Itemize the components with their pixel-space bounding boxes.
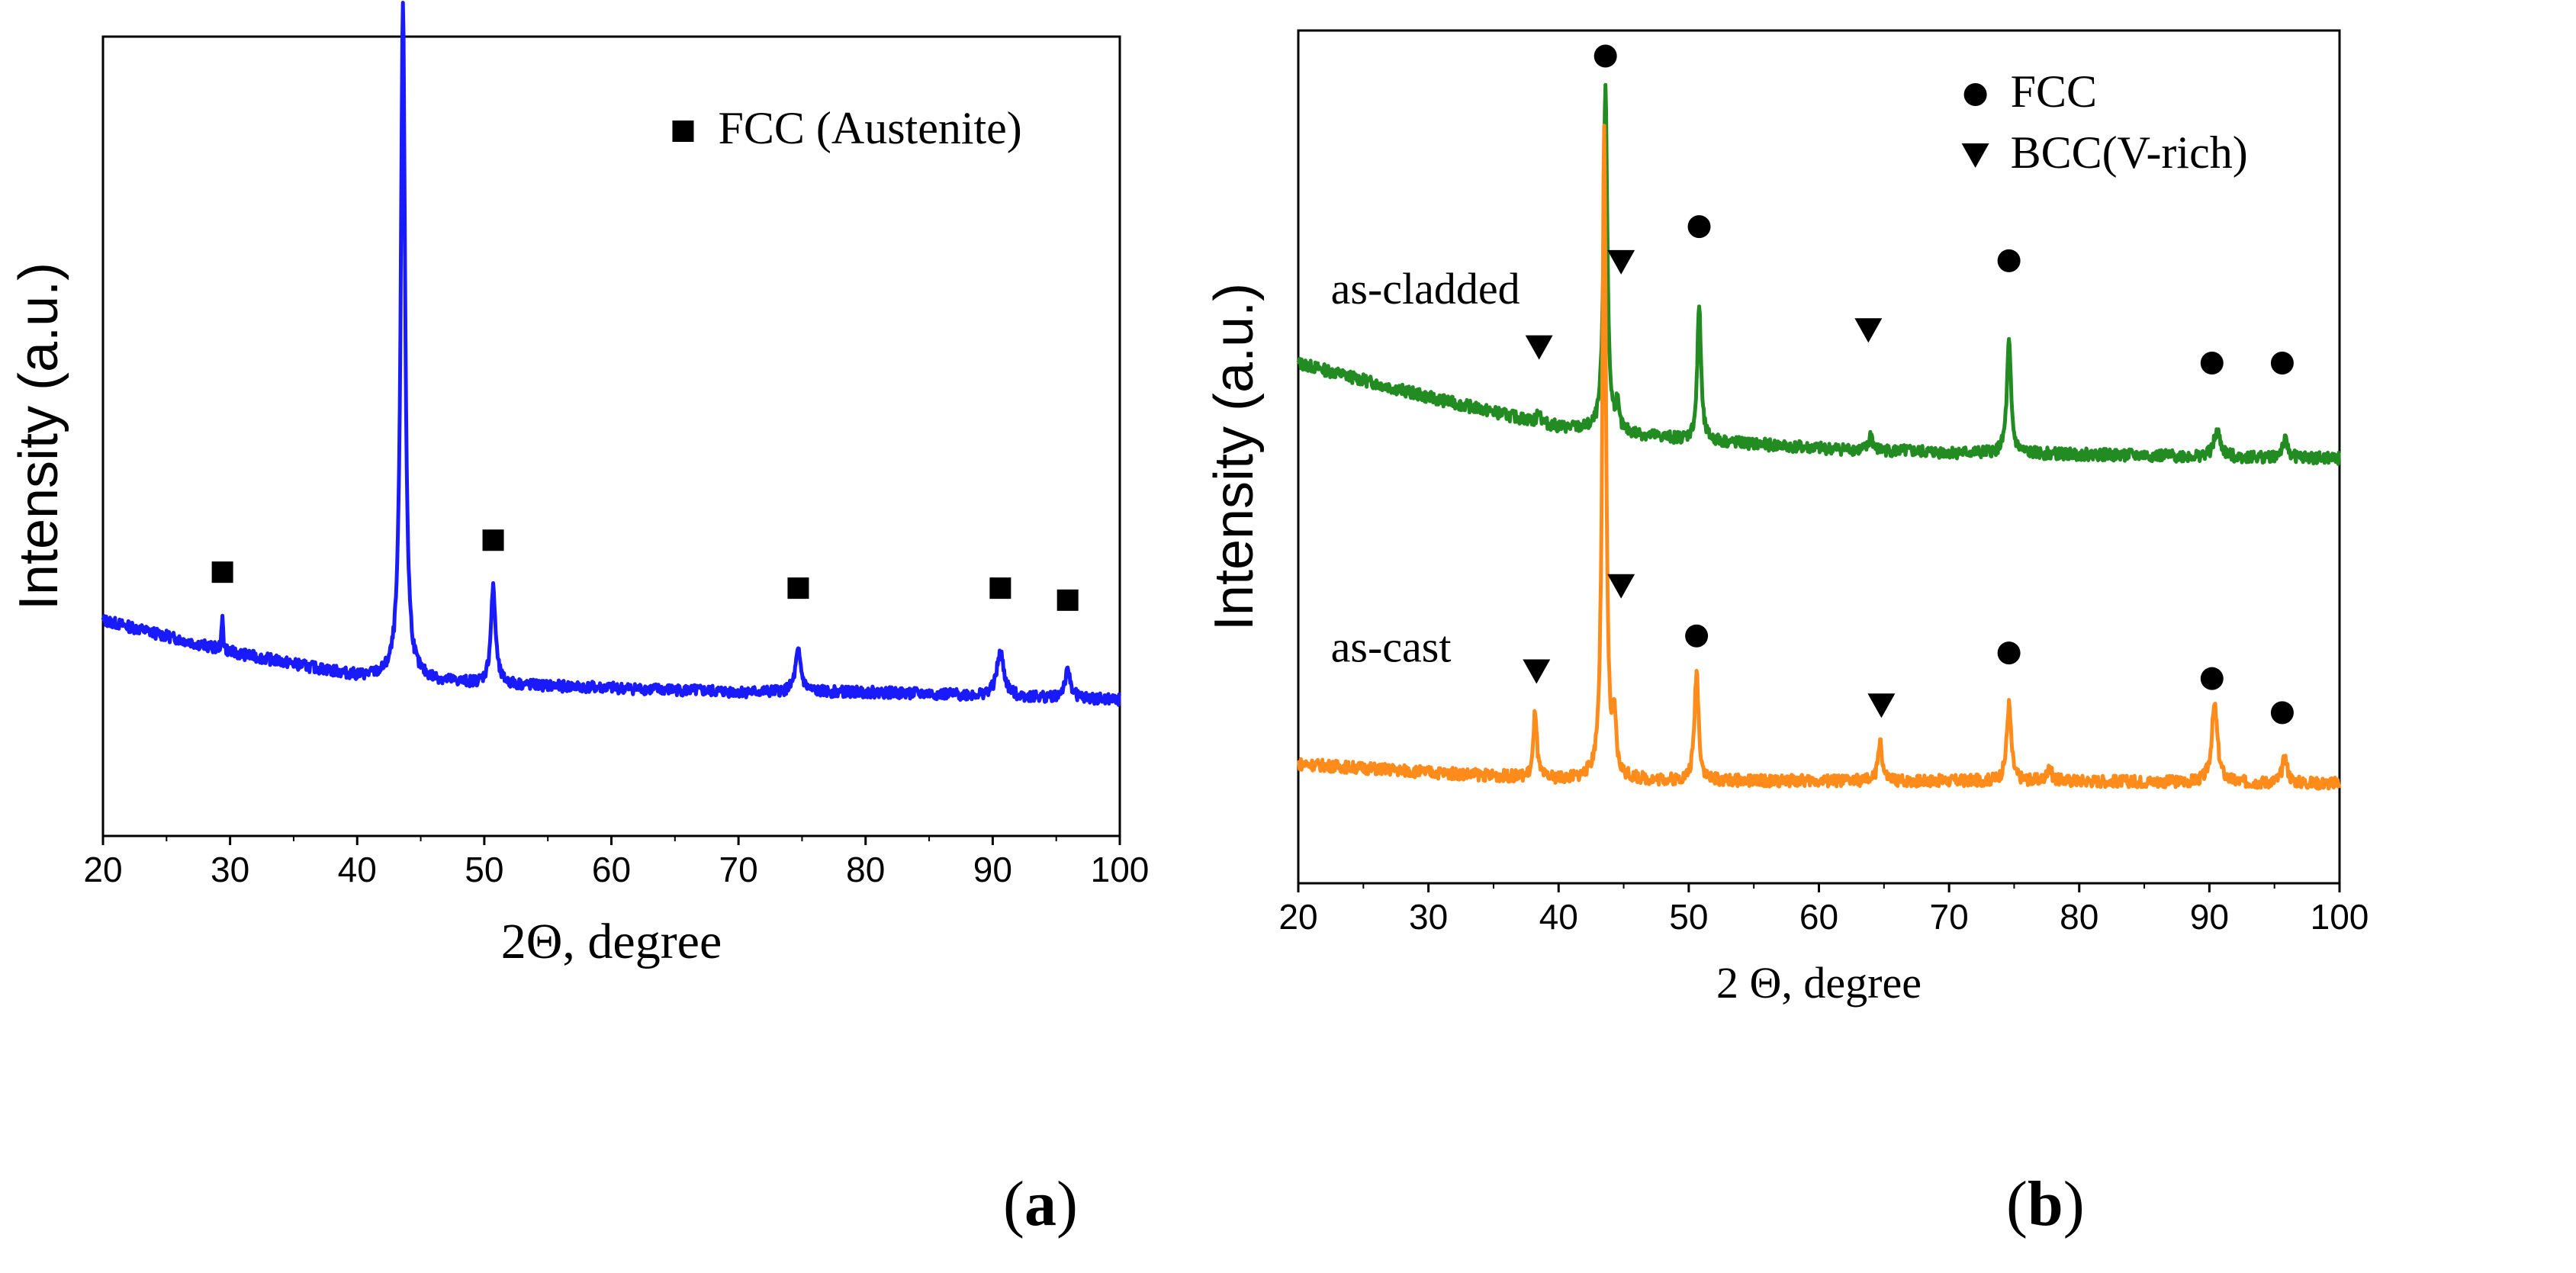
series-line-as-cladded bbox=[1296, 82, 2341, 466]
x-tick-label: 100 bbox=[2311, 897, 2369, 937]
panel-label-a: (a) bbox=[1003, 1169, 1078, 1239]
x-tick-label: 20 bbox=[1278, 897, 1317, 937]
x-tick-label: 50 bbox=[1669, 897, 1708, 937]
plot-frame bbox=[101, 35, 1121, 837]
x-tick-label: 90 bbox=[2190, 897, 2229, 937]
bcc-triangle-marker bbox=[1854, 318, 1883, 343]
series-line-as-cast bbox=[1297, 124, 2342, 791]
fcc-square-marker bbox=[482, 529, 504, 551]
y-axis-label: Intensity (a.u.) bbox=[1204, 283, 1265, 631]
fcc-circle-marker bbox=[1594, 44, 1617, 68]
panel-label-b: (b) bbox=[2006, 1169, 2085, 1239]
fcc-circle-marker bbox=[2270, 352, 2294, 375]
fcc-circle-marker bbox=[1997, 641, 2021, 665]
y-axis-label: Intensity (a.u.) bbox=[8, 262, 69, 610]
bcc-triangle-marker bbox=[1523, 659, 1551, 684]
fcc-circle-marker bbox=[2200, 667, 2224, 690]
fcc-circle-marker bbox=[1687, 215, 1711, 239]
legend-label: FCC (Austenite) bbox=[718, 103, 1021, 153]
x-tick-label: 80 bbox=[2060, 897, 2098, 937]
series-annotation: as-cladded bbox=[1331, 264, 1520, 313]
chart-panel-a: 20 30 40 50 60 70 80 90 100 2Θ, degree Intensity (… bbox=[8, 1, 1150, 969]
bcc-triangle-marker bbox=[1867, 693, 1896, 718]
fcc-square-marker bbox=[989, 577, 1011, 600]
panel-label-b-text: b bbox=[2027, 1169, 2063, 1239]
x-tick-label: 100 bbox=[1091, 850, 1150, 889]
x-tick-label: 60 bbox=[592, 850, 631, 889]
bcc-triangle-marker bbox=[1607, 249, 1635, 275]
fcc-square-marker bbox=[211, 561, 233, 583]
fcc-square-marker bbox=[787, 577, 809, 600]
fcc-circle-marker bbox=[1997, 249, 2021, 272]
series-annotation: as-cast bbox=[1331, 622, 1452, 671]
x-tick-label: 60 bbox=[1799, 897, 1838, 937]
x-tick-label: 90 bbox=[973, 850, 1012, 889]
fcc-circle-marker bbox=[2200, 352, 2224, 375]
bcc-triangle-marker bbox=[1525, 335, 1553, 360]
bcc-triangle-marker bbox=[1607, 574, 1635, 599]
legend-circle-icon bbox=[1963, 83, 1987, 106]
x-tick-label: 70 bbox=[719, 850, 758, 889]
x-tick-label: 20 bbox=[83, 850, 122, 889]
x-tick-label: 40 bbox=[1539, 897, 1578, 937]
x-tick-label: 80 bbox=[846, 850, 885, 889]
x-tick-label: 40 bbox=[338, 850, 377, 889]
fcc-circle-marker bbox=[1685, 624, 1709, 648]
legend-square-icon bbox=[672, 121, 694, 142]
panel-label-a-text: a bbox=[1024, 1169, 1056, 1239]
chart-panel-b: 20 30 40 50 60 70 80 90 100 2 Θ, degree Intensity … bbox=[1204, 29, 2369, 1008]
fcc-square-marker bbox=[1056, 589, 1079, 611]
x-axis-label: 2Θ, degree bbox=[501, 914, 722, 969]
x-tick-label: 30 bbox=[211, 850, 249, 889]
legend-triangle-icon bbox=[1961, 143, 1989, 168]
x-tick-label: 30 bbox=[1409, 897, 1448, 937]
fcc-circle-marker bbox=[2270, 701, 2294, 725]
x-tick-label: 70 bbox=[1930, 897, 1969, 937]
legend-label: FCC bbox=[2011, 66, 2097, 117]
x-tick-label: 50 bbox=[465, 850, 503, 889]
series-line-xrd-pattern bbox=[101, 1, 1121, 707]
legend-label: BCC(V-rich) bbox=[2011, 127, 2248, 178]
x-axis-label: 2 Θ, degree bbox=[1716, 958, 1922, 1008]
